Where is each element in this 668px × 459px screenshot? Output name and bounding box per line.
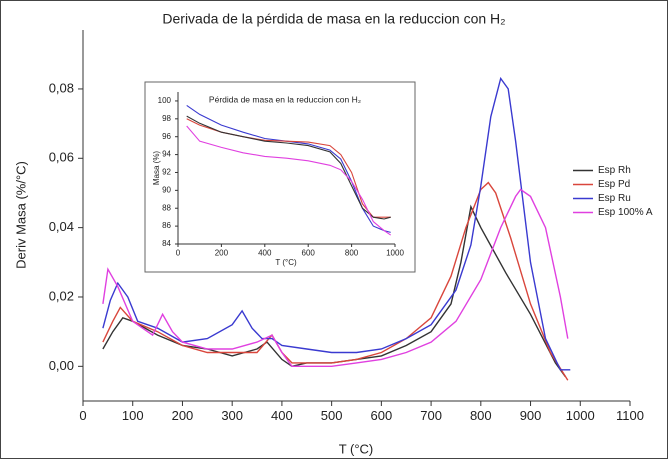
series-line (102, 181, 569, 381)
x-tick-label: 700 (420, 408, 442, 423)
legend-label: Esp Pd (598, 179, 630, 190)
y-tick-label: 92 (162, 168, 171, 177)
x-tick-label: 600 (302, 249, 316, 258)
y-tick-label: 94 (162, 150, 171, 159)
y-tick-label: 0,08 (49, 80, 74, 95)
x-tick-label: 200 (215, 249, 229, 258)
x-tick-label: 200 (172, 408, 194, 423)
legend-label: Esp Ru (598, 193, 631, 204)
series-line (102, 188, 569, 367)
series-line (186, 125, 392, 236)
y-tick-label: 0,00 (49, 358, 74, 373)
x-tick-label: 600 (371, 408, 393, 423)
y-tick-label: 0,02 (49, 288, 74, 303)
y-tick-label: 88 (162, 203, 171, 212)
series-line (186, 115, 391, 220)
x-axis-label: T (°C) (275, 258, 297, 267)
x-tick-label: 1100 (616, 408, 644, 423)
x-tick-label: 1000 (566, 408, 595, 423)
y-axis-label: Deriv Masa (%/°C) (13, 161, 28, 269)
x-tick-label: 800 (470, 408, 492, 423)
x-tick-label: 1000 (386, 249, 404, 258)
x-axis-label: T (°C) (339, 441, 374, 456)
legend-label: Esp Rh (598, 165, 631, 176)
y-tick-label: 96 (162, 132, 171, 141)
x-tick-label: 400 (271, 408, 293, 423)
x-tick-label: 900 (520, 408, 542, 423)
series-line (102, 76, 571, 371)
series-line (186, 104, 391, 233)
x-tick-label: 100 (122, 408, 144, 423)
y-tick-label: 86 (162, 221, 171, 230)
inset-frame (144, 81, 416, 273)
y-tick-label: 84 (162, 239, 171, 248)
y-tick-label: 0,06 (49, 150, 74, 165)
x-tick-label: 0 (176, 249, 181, 258)
legend-label: Esp 100% A (598, 207, 653, 218)
chart-title: Pérdida de masa en la reduccion con H₂ (209, 94, 361, 104)
x-tick-label: 300 (221, 408, 243, 423)
x-tick-label: 400 (258, 249, 272, 258)
x-tick-label: 800 (345, 249, 359, 258)
chart-title: Derivada de la pérdida de masa en la red… (162, 11, 505, 27)
y-axis-label: Masa (%) (152, 151, 161, 186)
x-tick-label: 500 (321, 408, 343, 423)
y-tick-label: 0,04 (49, 219, 74, 234)
x-tick-label: 0 (79, 408, 86, 423)
y-tick-label: 90 (162, 185, 171, 194)
y-tick-label: 100 (158, 96, 172, 105)
y-tick-label: 98 (162, 114, 171, 123)
